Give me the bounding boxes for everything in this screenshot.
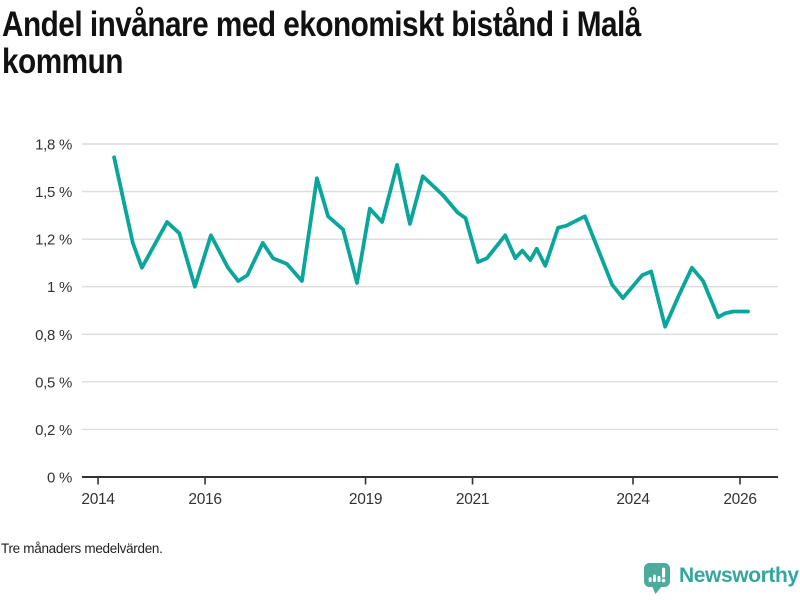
x-axis-tick-label: 2026 xyxy=(723,491,756,508)
x-axis-tick-label: 2014 xyxy=(81,491,115,508)
x-axis-tick-label: 2021 xyxy=(456,491,489,508)
data-series-line xyxy=(112,155,750,329)
y-axis-tick-label: 0,8 % xyxy=(35,327,72,344)
chart-title: Andel invånare med ekonomiskt bistånd i … xyxy=(2,6,641,80)
y-axis-tick-label: 1,2 % xyxy=(35,232,72,249)
chart-title-line-2: kommun xyxy=(2,42,123,81)
x-axis-tick-label: 2024 xyxy=(616,491,650,508)
y-axis-tick-label: 0 % xyxy=(47,470,72,487)
y-axis-tick-label: 0,2 % xyxy=(35,422,72,439)
newsworthy-logo-text: Newsworthy xyxy=(679,564,799,587)
x-axis-tick-label: 2019 xyxy=(349,491,382,508)
y-axis-tick-label: 0,5 % xyxy=(35,374,72,391)
chart-footnote: Tre månaders medelvärden. xyxy=(1,541,163,556)
newsworthy-logo: Newsworthy xyxy=(644,563,799,595)
y-axis-tick-label: 1,5 % xyxy=(35,184,72,201)
y-axis-tick-label: 1 % xyxy=(47,279,72,296)
bar-chart-speech-pin-icon xyxy=(644,563,670,594)
x-axis-tick-label: 2016 xyxy=(188,491,221,508)
chart-title-line-1: Andel invånare med ekonomiskt bistånd i … xyxy=(2,5,641,44)
y-axis-tick-label: 1,8 % xyxy=(35,137,72,154)
